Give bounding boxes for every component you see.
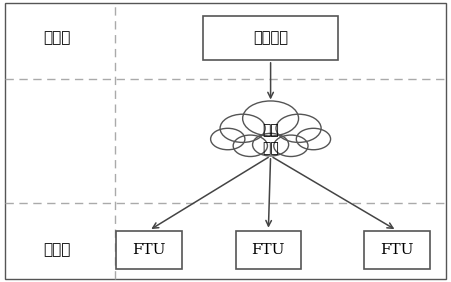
Text: 网络: 网络 (262, 142, 279, 156)
Circle shape (276, 114, 321, 142)
Circle shape (211, 128, 245, 150)
Text: FTU: FTU (132, 243, 166, 257)
Bar (203, 16, 338, 60)
Bar (116, 231, 181, 268)
Text: FTU: FTU (380, 243, 414, 257)
Circle shape (274, 135, 308, 157)
Text: FTU: FTU (252, 243, 285, 257)
Bar (235, 231, 301, 268)
Circle shape (253, 133, 289, 156)
Bar (364, 231, 429, 268)
Text: 主站层: 主站层 (44, 30, 71, 46)
Text: 终端层: 终端层 (44, 242, 71, 257)
Text: 通信: 通信 (262, 124, 279, 138)
Circle shape (233, 135, 267, 157)
Circle shape (243, 101, 299, 136)
Circle shape (296, 128, 331, 150)
Text: 监控中心: 监控中心 (253, 30, 288, 46)
Circle shape (220, 114, 265, 142)
